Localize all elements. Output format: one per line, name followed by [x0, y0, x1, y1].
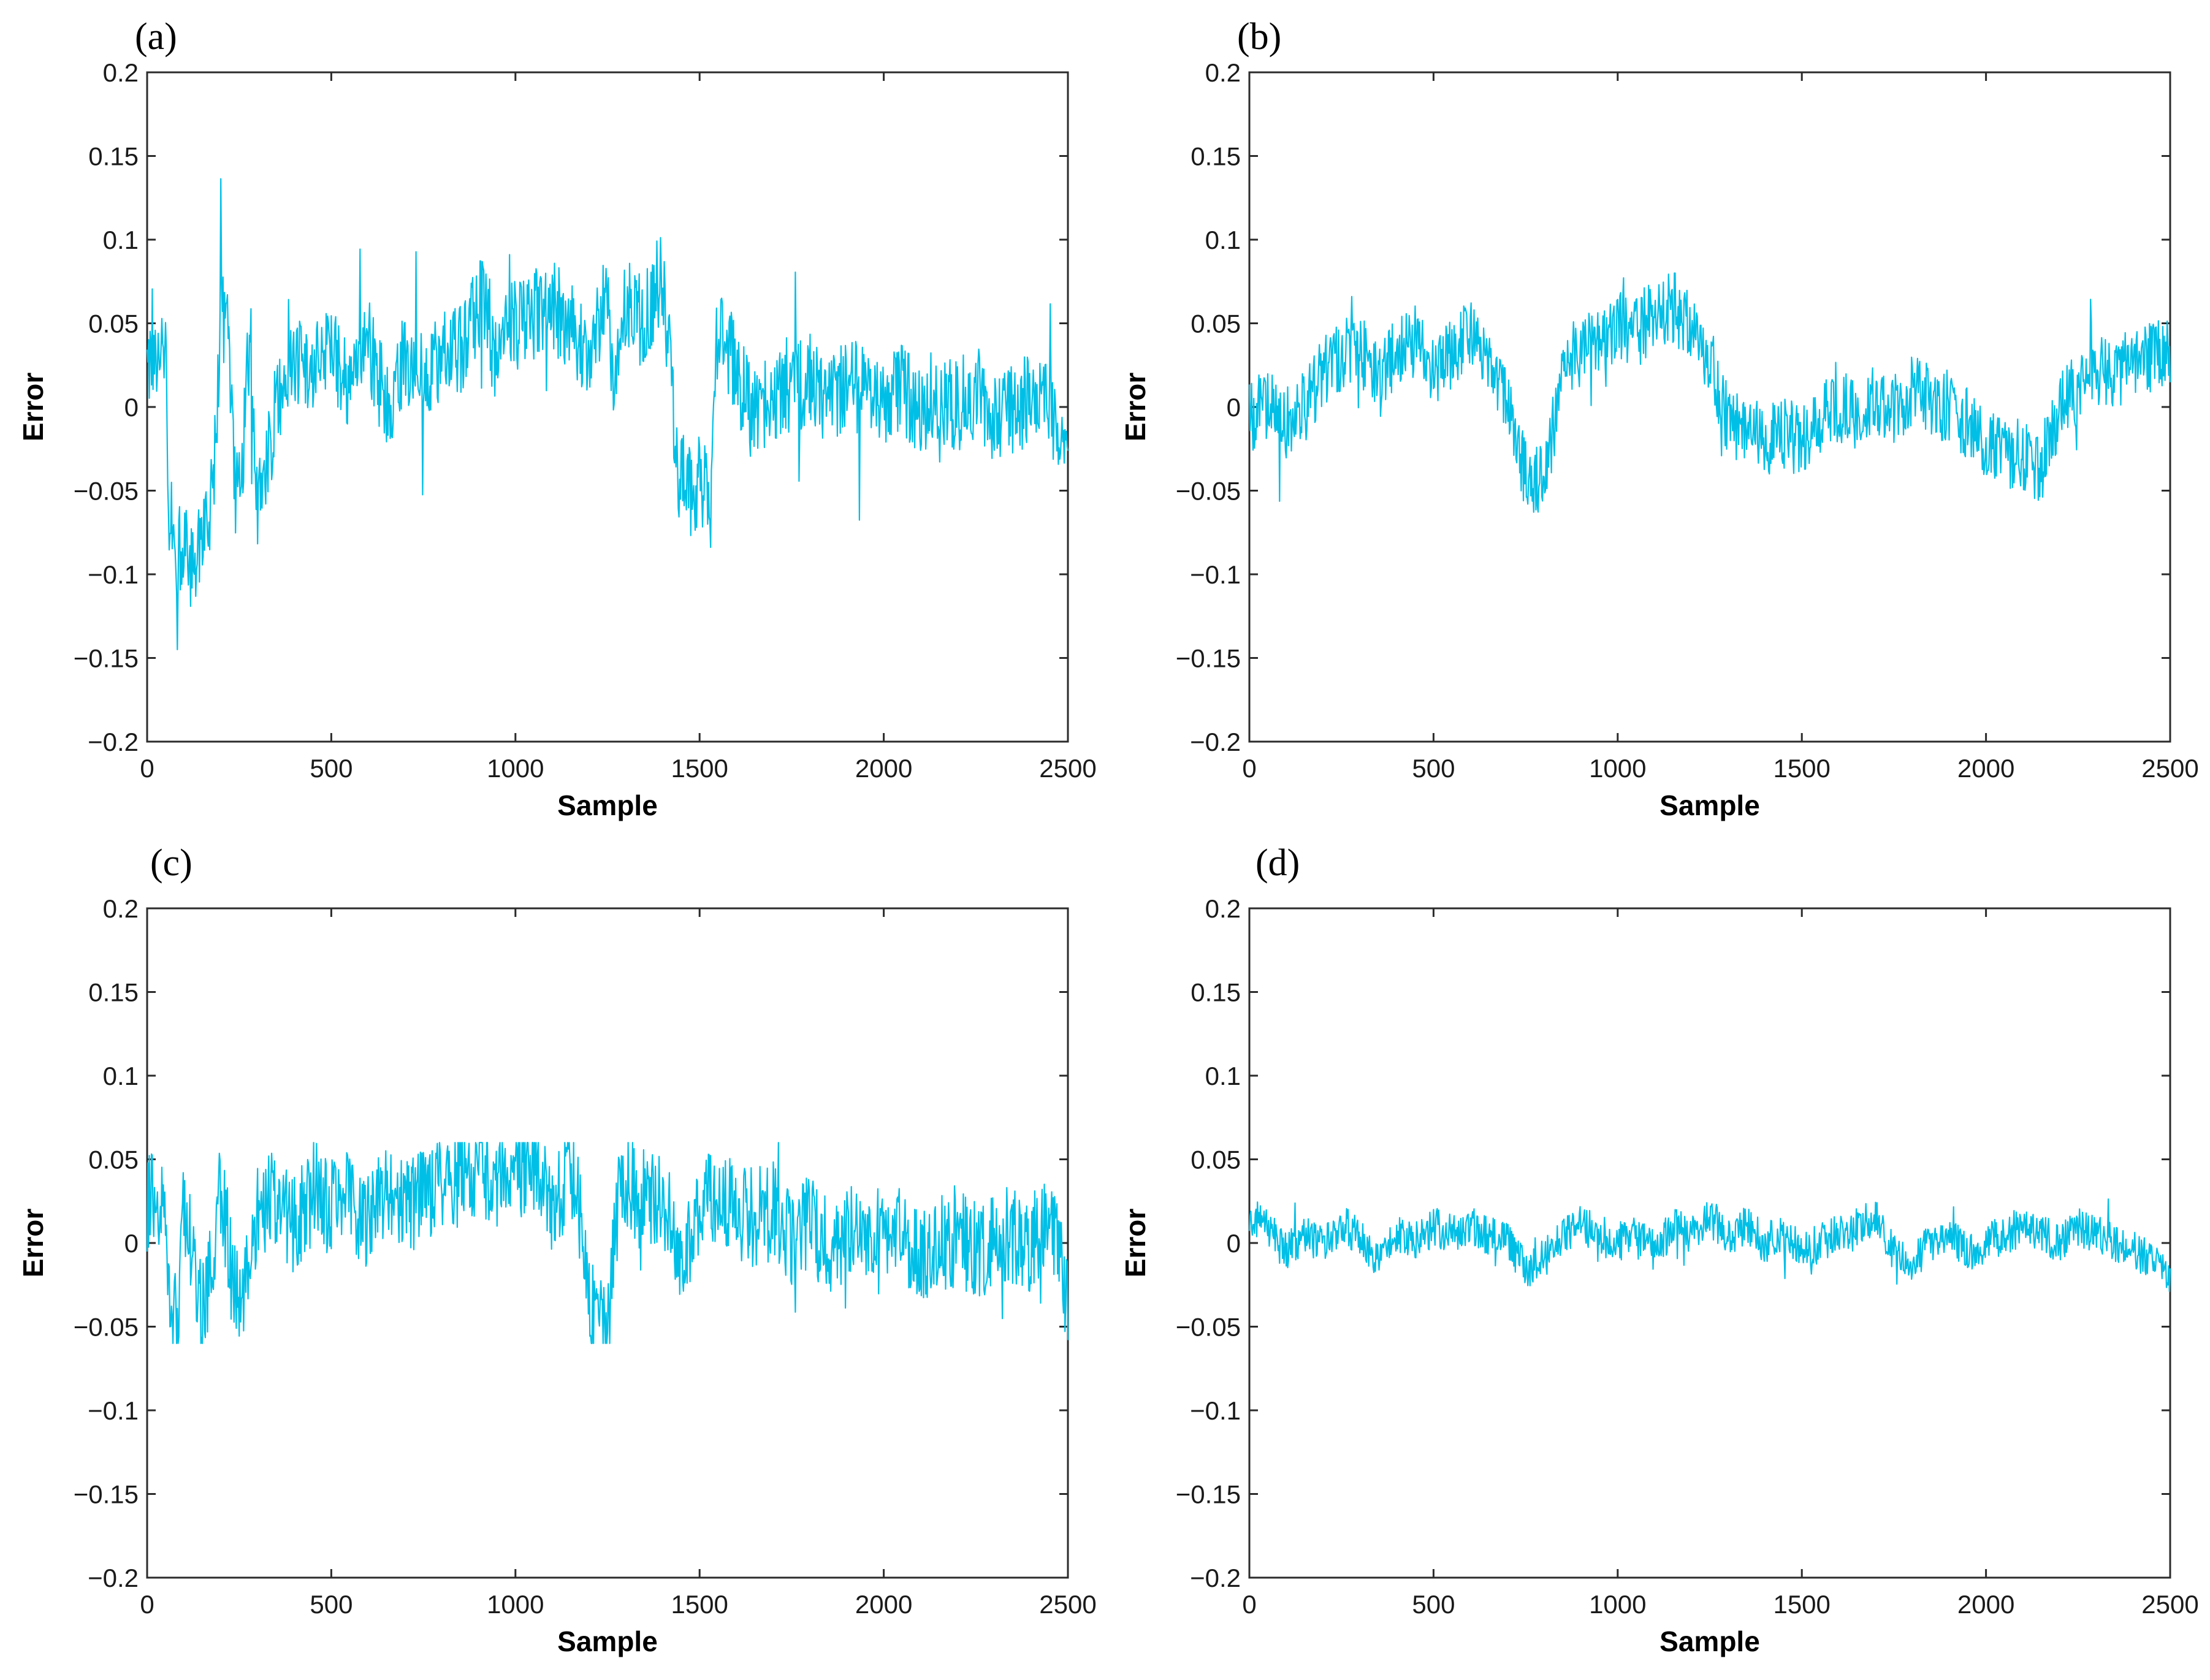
y-axis-title: Error — [1119, 1209, 1151, 1278]
y-tick-label: −0.05 — [1176, 1313, 1241, 1342]
y-tick-label: −0.05 — [74, 477, 139, 506]
y-tick-label: −0.1 — [1190, 560, 1241, 589]
series-line-error — [146, 1142, 1069, 1344]
x-axis-title: Sample — [557, 1625, 658, 1657]
y-tick-label: 0.15 — [1191, 978, 1241, 1007]
plot-area — [1248, 907, 2171, 1579]
x-tick-label: 0 — [1242, 1590, 1256, 1619]
series-line-error — [1248, 272, 2171, 513]
x-tick-label: 1500 — [671, 1590, 728, 1619]
panel-label: (a) — [135, 16, 177, 58]
x-tick-label: 2000 — [855, 754, 912, 783]
x-tick-label: 2000 — [855, 1590, 912, 1619]
y-tick-label: −0.05 — [74, 1313, 139, 1342]
y-tick-label: 0.2 — [103, 58, 139, 87]
x-tick-label: 2000 — [1957, 1590, 2014, 1619]
y-axis-title: Error — [1119, 373, 1151, 442]
y-tick-label: 0.05 — [1191, 1146, 1241, 1174]
plot-area — [1248, 71, 2171, 743]
x-tick-label: 2500 — [1039, 754, 1096, 783]
y-tick-label: −0.15 — [1176, 644, 1241, 673]
x-tick-label: 2500 — [1039, 1590, 1096, 1619]
x-tick-label: 0 — [140, 1590, 154, 1619]
x-tick-label: 1500 — [1773, 1590, 1830, 1619]
y-tick-label: 0 — [124, 393, 139, 422]
y-tick-label: −0.15 — [1176, 1480, 1241, 1509]
x-tick-label: 1000 — [1589, 1590, 1646, 1619]
y-tick-label: 0.15 — [88, 978, 139, 1007]
panel-d: (d)0.20.150.10.050−0.05−0.1−0.15−0.20 500… — [1119, 842, 2199, 1657]
y-tick-label: 0.1 — [103, 226, 139, 254]
y-tick-label: 0.15 — [1191, 142, 1241, 171]
y-tick-label: 0.2 — [1205, 894, 1241, 923]
panel-label: (d) — [1256, 842, 1300, 884]
x-tick-label: 1000 — [487, 1590, 544, 1619]
y-tick-label: 0 — [124, 1229, 139, 1258]
series-line-error — [146, 178, 1069, 650]
y-tick-label: −0.05 — [1176, 477, 1241, 506]
y-tick-label: 0.05 — [1191, 310, 1241, 338]
x-tick-label: 1500 — [1773, 754, 1830, 783]
y-tick-label: 0.05 — [88, 1146, 139, 1174]
y-tick-label: −0.2 — [1190, 728, 1241, 756]
x-tick-label: 1500 — [671, 754, 728, 783]
x-tick-label: 2500 — [2141, 1590, 2198, 1619]
y-tick-label: −0.1 — [88, 560, 139, 589]
x-axis-title: Sample — [1659, 789, 1760, 821]
y-tick-label: −0.2 — [88, 1564, 139, 1592]
y-tick-label: 0.1 — [103, 1062, 139, 1090]
y-axis-title: Error — [17, 1209, 49, 1278]
x-tick-label: 0 — [140, 754, 154, 783]
y-tick-label: 0 — [1227, 1229, 1241, 1258]
panel-b: (b)0.20.150.10.050−0.05−0.1−0.15−0.20 500… — [1119, 16, 2199, 821]
y-tick-label: 0.15 — [88, 142, 139, 171]
y-tick-label: −0.2 — [1190, 1564, 1241, 1592]
x-tick-label: 1000 — [1589, 754, 1646, 783]
y-tick-label: 0.2 — [1205, 58, 1241, 87]
panel-label: (b) — [1237, 16, 1281, 58]
x-tick-label: 0 — [1242, 754, 1256, 783]
y-axis-title: Error — [17, 373, 49, 442]
x-tick-label: 500 — [1412, 1590, 1455, 1619]
panel-label: (c) — [150, 842, 192, 884]
y-tick-label: 0.05 — [88, 310, 139, 338]
y-tick-label: 0.1 — [1205, 226, 1241, 254]
x-tick-label: 500 — [310, 1590, 352, 1619]
x-tick-label: 2500 — [2141, 754, 2198, 783]
x-tick-label: 2000 — [1957, 754, 2014, 783]
y-tick-label: −0.2 — [88, 728, 139, 756]
panel-c: (c)0.20.150.10.050−0.05−0.1−0.15−0.20 500… — [17, 842, 1097, 1657]
y-tick-label: 0 — [1227, 393, 1241, 422]
x-tick-label: 500 — [1412, 754, 1455, 783]
y-tick-label: −0.15 — [74, 1480, 139, 1509]
y-tick-label: −0.15 — [74, 644, 139, 673]
series-line-error — [1248, 1198, 2171, 1293]
x-tick-label: 1000 — [487, 754, 544, 783]
x-axis-title: Sample — [557, 789, 658, 821]
panel-a: (a)0.20.150.10.050−0.05−0.1−0.15−0.20 500… — [17, 16, 1097, 821]
x-tick-label: 500 — [310, 754, 352, 783]
x-axis-title: Sample — [1659, 1625, 1760, 1657]
y-tick-label: 0.1 — [1205, 1062, 1241, 1090]
y-tick-label: −0.1 — [1190, 1396, 1241, 1425]
y-tick-label: 0.2 — [103, 894, 139, 923]
y-tick-label: −0.1 — [88, 1396, 139, 1425]
